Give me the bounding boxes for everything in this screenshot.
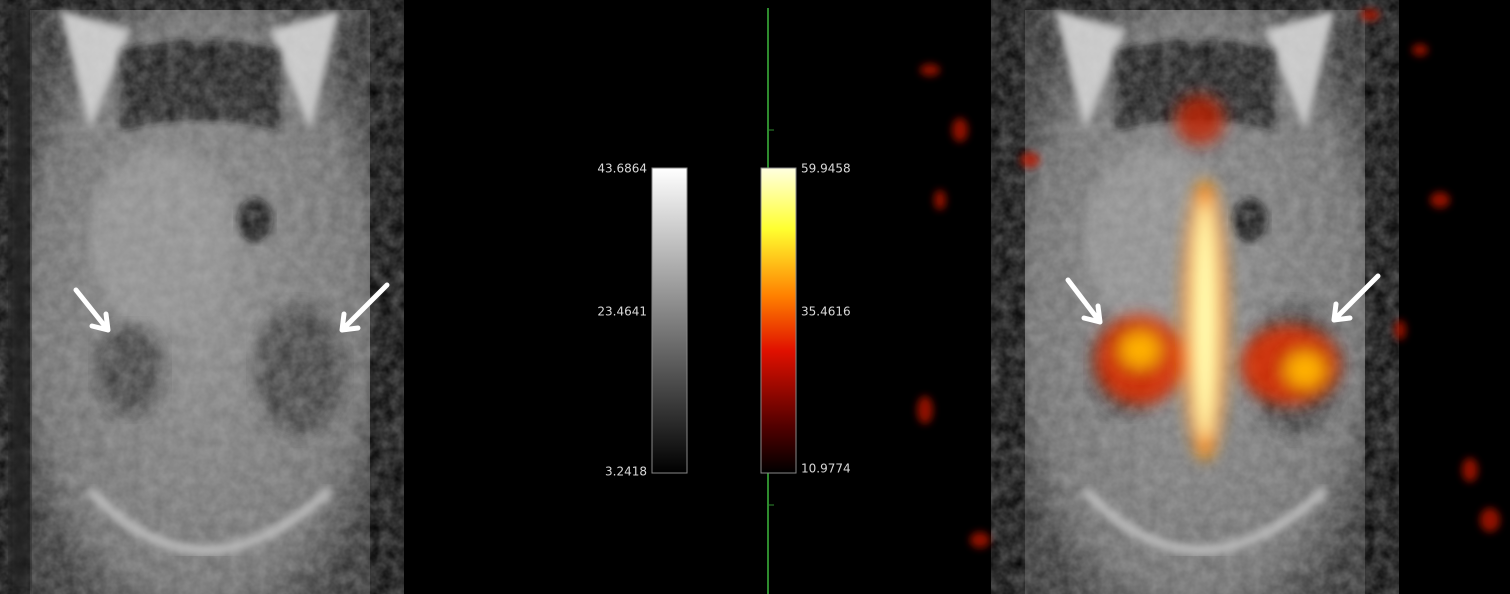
heat-colorbar xyxy=(761,168,796,473)
colorbar-min-label: 3.2418 xyxy=(605,465,647,479)
colorbar-mid-label: 35.4616 xyxy=(801,305,851,319)
viewer: 43.6864 23.4641 3.2418 59.9458 35.4616 1… xyxy=(0,0,1510,594)
grayscale-image xyxy=(10,10,370,594)
page: 43.6864 23.4641 3.2418 59.9458 35.4616 1… xyxy=(0,0,1510,594)
colorbar-max-label: 59.9458 xyxy=(801,162,851,176)
colorbar-min-label: 10.9774 xyxy=(801,462,851,476)
colorbar-max-label: 43.6864 xyxy=(597,162,647,176)
grayscale-colorbar xyxy=(652,168,687,473)
colorbar-mid-label: 23.4641 xyxy=(597,305,647,319)
